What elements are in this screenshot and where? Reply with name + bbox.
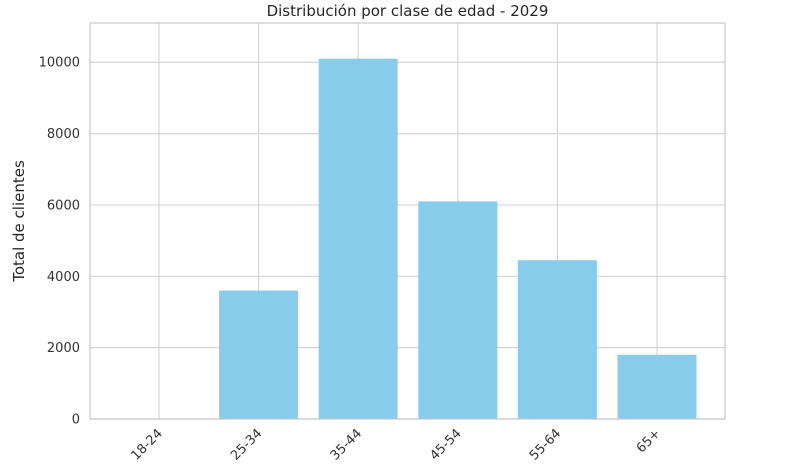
x-tick-label: 25-34 (228, 426, 265, 463)
y-axis-label: Total de clientes (10, 160, 28, 283)
x-tick-label: 18-24 (129, 426, 166, 463)
x-tick-label: 65+ (634, 426, 664, 456)
bar-35-44 (318, 58, 398, 420)
bar-65+ (617, 354, 697, 419)
y-tick-labels: 0 2000 4000 6000 8000 10000 (39, 56, 80, 428)
plot-frame (89, 22, 726, 420)
chart-title: Distribución por clase de edad - 2029 (267, 2, 549, 20)
y-tick-label: 2000 (47, 341, 80, 356)
x-tick-label: 35-44 (328, 426, 365, 463)
y-tick-label: 8000 (47, 127, 80, 142)
bar-55-64 (517, 260, 597, 419)
y-tick-label: 0 (72, 413, 80, 428)
y-tick-label: 6000 (47, 198, 80, 213)
bar-25-34 (219, 290, 299, 419)
bars-layer (219, 58, 697, 420)
y-tick-label: 10000 (39, 56, 80, 71)
y-tick-label: 4000 (47, 270, 80, 285)
x-tick-label: 55-64 (527, 426, 564, 463)
bar-45-54 (418, 201, 498, 419)
x-tick-labels: 18-24 25-34 35-44 45-54 55-64 65+ (129, 426, 664, 463)
x-tick-label: 45-54 (427, 426, 464, 463)
